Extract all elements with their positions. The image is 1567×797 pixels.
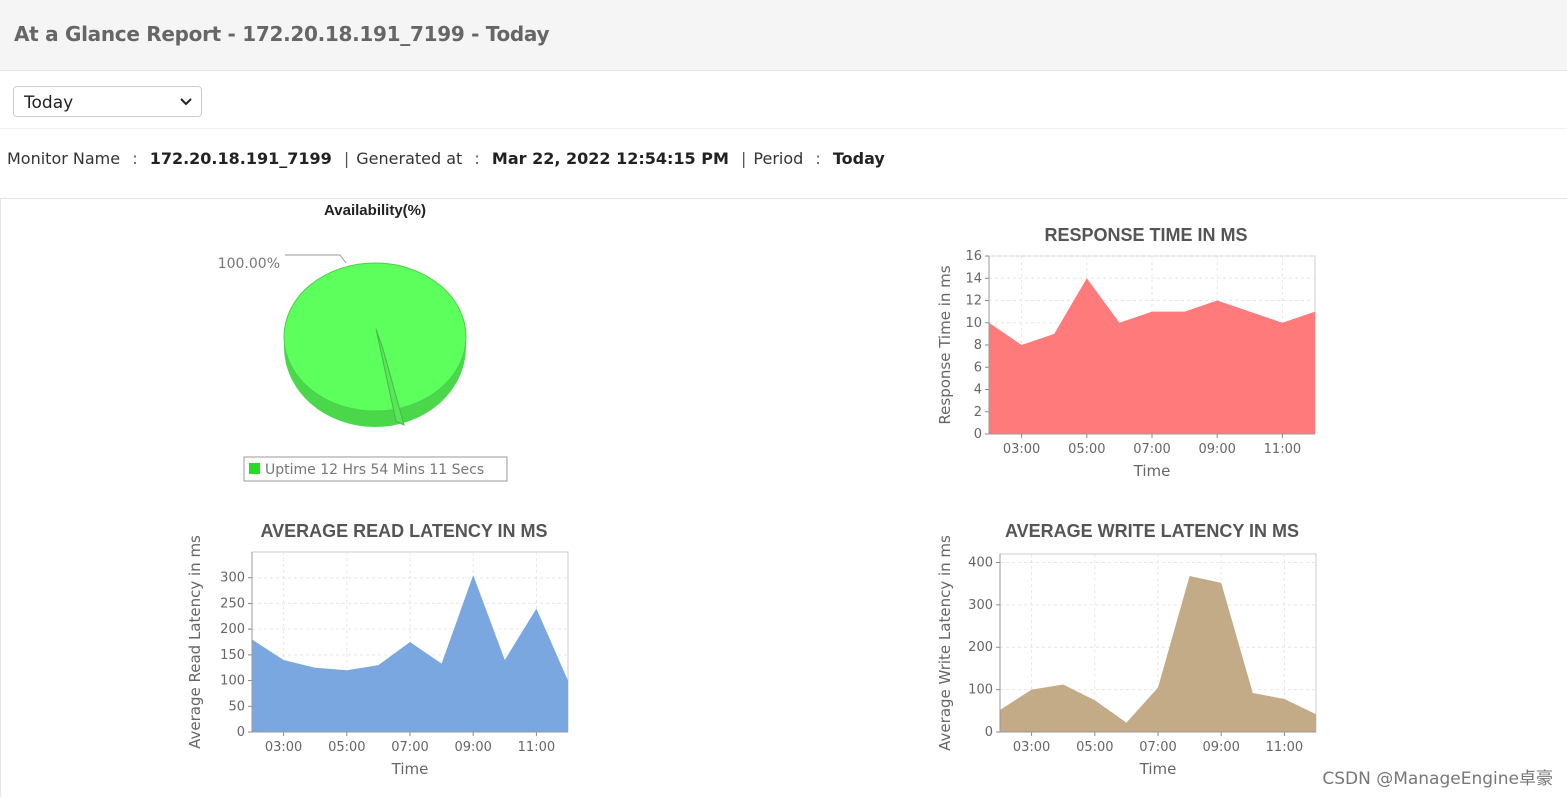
x-tick-label: 05:00	[328, 740, 365, 755]
period-select[interactable]: Today	[13, 86, 202, 117]
x-tick-label: 05:00	[1068, 442, 1105, 457]
y-tick-label: 0	[974, 427, 982, 442]
y-tick-label: 200	[968, 640, 993, 655]
y-tick-label: 250	[220, 596, 245, 611]
x-tick-label: 11:00	[518, 740, 555, 755]
area-series	[1000, 576, 1316, 732]
y-tick-label: 0	[237, 725, 245, 740]
chevron-down-icon	[180, 98, 192, 106]
y-axis-label: Average Write Latency in ms	[936, 535, 954, 751]
colon-separator: :	[132, 149, 138, 168]
x-tick-label: 03:00	[265, 740, 302, 755]
y-tick-label: 12	[965, 294, 982, 309]
y-tick-label: 6	[974, 360, 982, 375]
y-axis-label: Response Time in ms	[936, 265, 954, 424]
pie-slice-edge	[375, 328, 405, 426]
read-latency-chart: AVERAGE READ LATENCY IN MS 0 50 100 150 200 25…	[186, 521, 569, 778]
pie-slice-label: 100.00%	[218, 256, 280, 272]
period-value: Today	[832, 149, 885, 168]
x-tick-label: 05:00	[1076, 740, 1113, 755]
pipe-separator: |	[343, 149, 350, 168]
x-tick-label: 09:00	[1202, 740, 1239, 755]
period-select-value: Today	[24, 93, 74, 113]
pipe-separator: |	[741, 149, 747, 168]
monitor-name-value: 172.20.18.191_7199	[149, 149, 332, 168]
x-tick-label: 11:00	[1264, 442, 1301, 457]
x-axis-label: Time	[1139, 760, 1177, 778]
y-tick-label: 300	[968, 598, 993, 613]
y-tick-label: 400	[968, 555, 993, 570]
generated-at-label: Generated at	[356, 149, 463, 168]
report-header: At a Glance Report - 172.20.18.191_7199 …	[0, 0, 1567, 71]
x-axis-label: Time	[391, 760, 429, 778]
colon-separator: :	[815, 149, 821, 168]
y-tick-label: 2	[974, 405, 982, 420]
colon-separator: :	[474, 149, 480, 168]
y-tick-label: 50	[228, 699, 245, 714]
x-tick-label: 07:00	[391, 740, 428, 755]
response-time-chart: RESPONSE TIME IN MS 0 2 4 6 8 10 12 14 16 03:00 05:…	[936, 225, 1316, 480]
report-info: Monitor Name : 172.20.18.191_7199 | Gener…	[0, 129, 1567, 199]
y-tick-label: 4	[974, 383, 982, 398]
write-latency-chart: AVERAGE WRITE LATENCY IN MS 0 100 200 300 400…	[936, 521, 1317, 778]
x-tick-label: 07:00	[1133, 442, 1170, 457]
y-tick-label: 150	[220, 648, 245, 663]
legend-label: Uptime 12 Hrs 54 Mins 11 Secs	[265, 462, 484, 478]
y-tick-label: 16	[965, 249, 982, 264]
pie-label-leader	[285, 254, 347, 264]
chart-title: RESPONSE TIME IN MS	[1044, 225, 1247, 245]
x-tick-label: 07:00	[1139, 740, 1176, 755]
y-tick-label: 200	[220, 622, 245, 637]
x-tick-label: 03:00	[1013, 740, 1050, 755]
y-tick-label: 10	[965, 316, 982, 331]
watermark: CSDN @ManageEngine卓豪	[1322, 769, 1553, 789]
y-tick-label: 300	[220, 571, 245, 586]
y-tick-label: 14	[965, 271, 982, 286]
x-tick-label: 09:00	[454, 740, 491, 755]
y-tick-label: 8	[974, 338, 982, 353]
chart-title: AVERAGE WRITE LATENCY IN MS	[1005, 521, 1299, 541]
x-tick-label: 09:00	[1198, 442, 1235, 457]
x-tick-label: 11:00	[1266, 740, 1303, 755]
y-tick-label: 100	[220, 674, 245, 689]
area-series	[989, 278, 1315, 434]
legend-box	[243, 456, 508, 482]
content-border	[0, 199, 1, 797]
monitor-name-label: Monitor Name	[7, 149, 121, 168]
availability-chart: Availability(%) 100.00% Uptime 12 Hrs 54…	[218, 202, 508, 482]
pie-slice-uptime	[283, 262, 467, 412]
x-axis-label: Time	[1133, 462, 1171, 480]
area-series	[252, 575, 568, 732]
generated-at-value: Mar 22, 2022 12:54:15 PM	[491, 149, 729, 168]
legend-swatch	[249, 463, 260, 474]
chart-title: AVERAGE READ LATENCY IN MS	[260, 521, 547, 541]
period-label: Period	[753, 149, 804, 168]
y-tick-label: 0	[985, 725, 993, 740]
chart-title: Availability(%)	[324, 202, 426, 219]
x-tick-label: 03:00	[1003, 442, 1040, 457]
y-tick-label: 100	[968, 683, 993, 698]
period-select-row: Today	[0, 71, 1567, 129]
y-axis-label: Average Read Latency in ms	[186, 535, 204, 749]
page-title: At a Glance Report - 172.20.18.191_7199 …	[14, 22, 550, 46]
